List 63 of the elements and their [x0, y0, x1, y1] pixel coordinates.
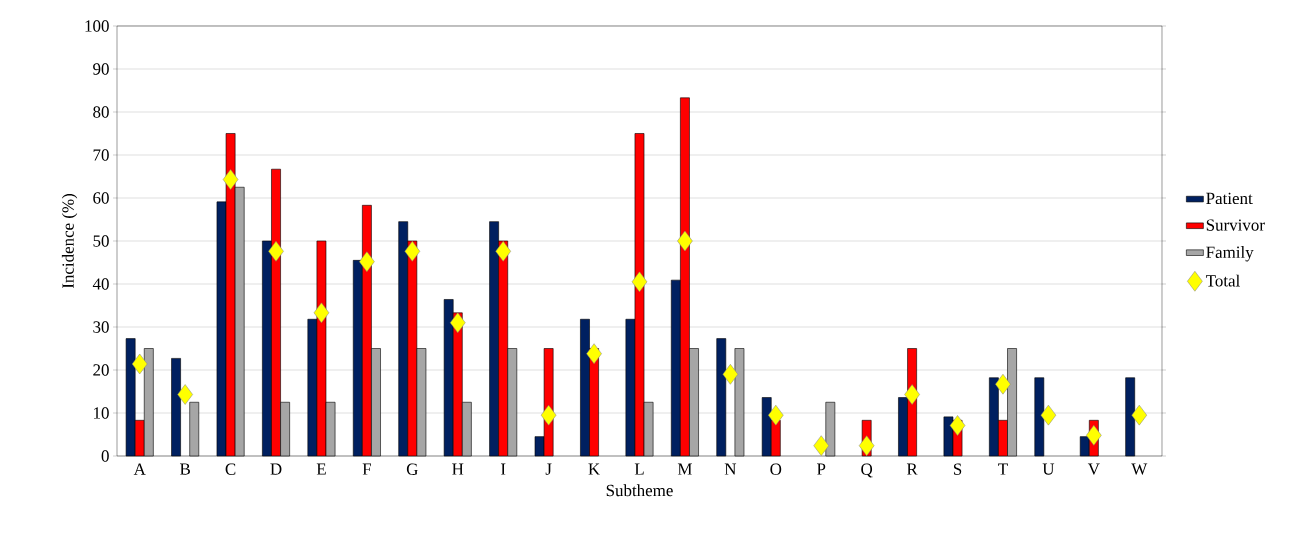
x-tick-label: W [1131, 463, 1148, 475]
point [495, 241, 511, 262]
point [540, 404, 557, 426]
x-tick-label: N [724, 463, 737, 475]
point [949, 415, 966, 436]
point [313, 302, 330, 324]
x-tick-label: U [1042, 463, 1055, 475]
x-tick-label: S [953, 463, 962, 475]
point [677, 230, 693, 252]
point [858, 435, 875, 456]
point [450, 312, 466, 333]
y-tick-label: 40 [92, 278, 109, 290]
point [1040, 404, 1057, 426]
y-tick-label: 80 [93, 106, 109, 118]
x-tick-label: V [1087, 463, 1100, 475]
y-tick-label: 90 [93, 63, 109, 75]
y-tick-label: 70 [93, 149, 109, 161]
y-tick-label: 20 [93, 364, 109, 376]
legend-label: Patient [1206, 192, 1253, 205]
point [359, 251, 375, 272]
y-tick-label: 60 [93, 192, 109, 204]
x-tick-label: C [225, 463, 236, 475]
x-tick-label: A [133, 463, 146, 475]
legend-label: Family [1206, 246, 1254, 262]
x-tick-label: K [588, 463, 600, 475]
x-tick-label: P [817, 463, 826, 475]
x-tick-label: I [500, 463, 506, 475]
point [995, 373, 1011, 395]
point [1131, 404, 1148, 426]
y-axis-title: Incidence (%) [61, 194, 78, 289]
x-tick-label: O [770, 463, 782, 475]
point [904, 384, 920, 405]
x-tick-label: R [906, 463, 918, 475]
y-tick-label: 100 [85, 20, 109, 32]
y-tick-label: 50 [93, 235, 109, 247]
x-tick-label: M [677, 463, 692, 475]
point [722, 364, 739, 385]
point [222, 169, 239, 190]
y-tick-label: 30 [93, 321, 109, 333]
y-tick-label: 10 [94, 407, 109, 419]
point [1086, 425, 1102, 446]
x-tick-label: B [179, 463, 190, 475]
legend-label: Total [1205, 274, 1240, 287]
x-tick-label: D [270, 463, 282, 475]
x-axis-title: Subtheme [606, 484, 673, 497]
point [813, 435, 829, 456]
x-tick-label: H [452, 463, 464, 475]
x-tick-label: Q [861, 463, 873, 478]
x-tick-label: L [634, 463, 644, 475]
point [768, 404, 784, 426]
x-tick-label: F [362, 463, 371, 475]
x-tick-label: E [316, 463, 326, 475]
x-tick-label: G [406, 463, 418, 475]
point [177, 384, 193, 405]
y-tick-label: 0 [101, 450, 109, 462]
legend-label: Survivor [1206, 219, 1265, 231]
x-tick-label: T [998, 463, 1008, 475]
point [631, 271, 648, 293]
point [404, 241, 421, 262]
point [268, 241, 284, 262]
point [586, 343, 602, 364]
x-tick-label: J [545, 463, 552, 475]
point [131, 353, 148, 375]
